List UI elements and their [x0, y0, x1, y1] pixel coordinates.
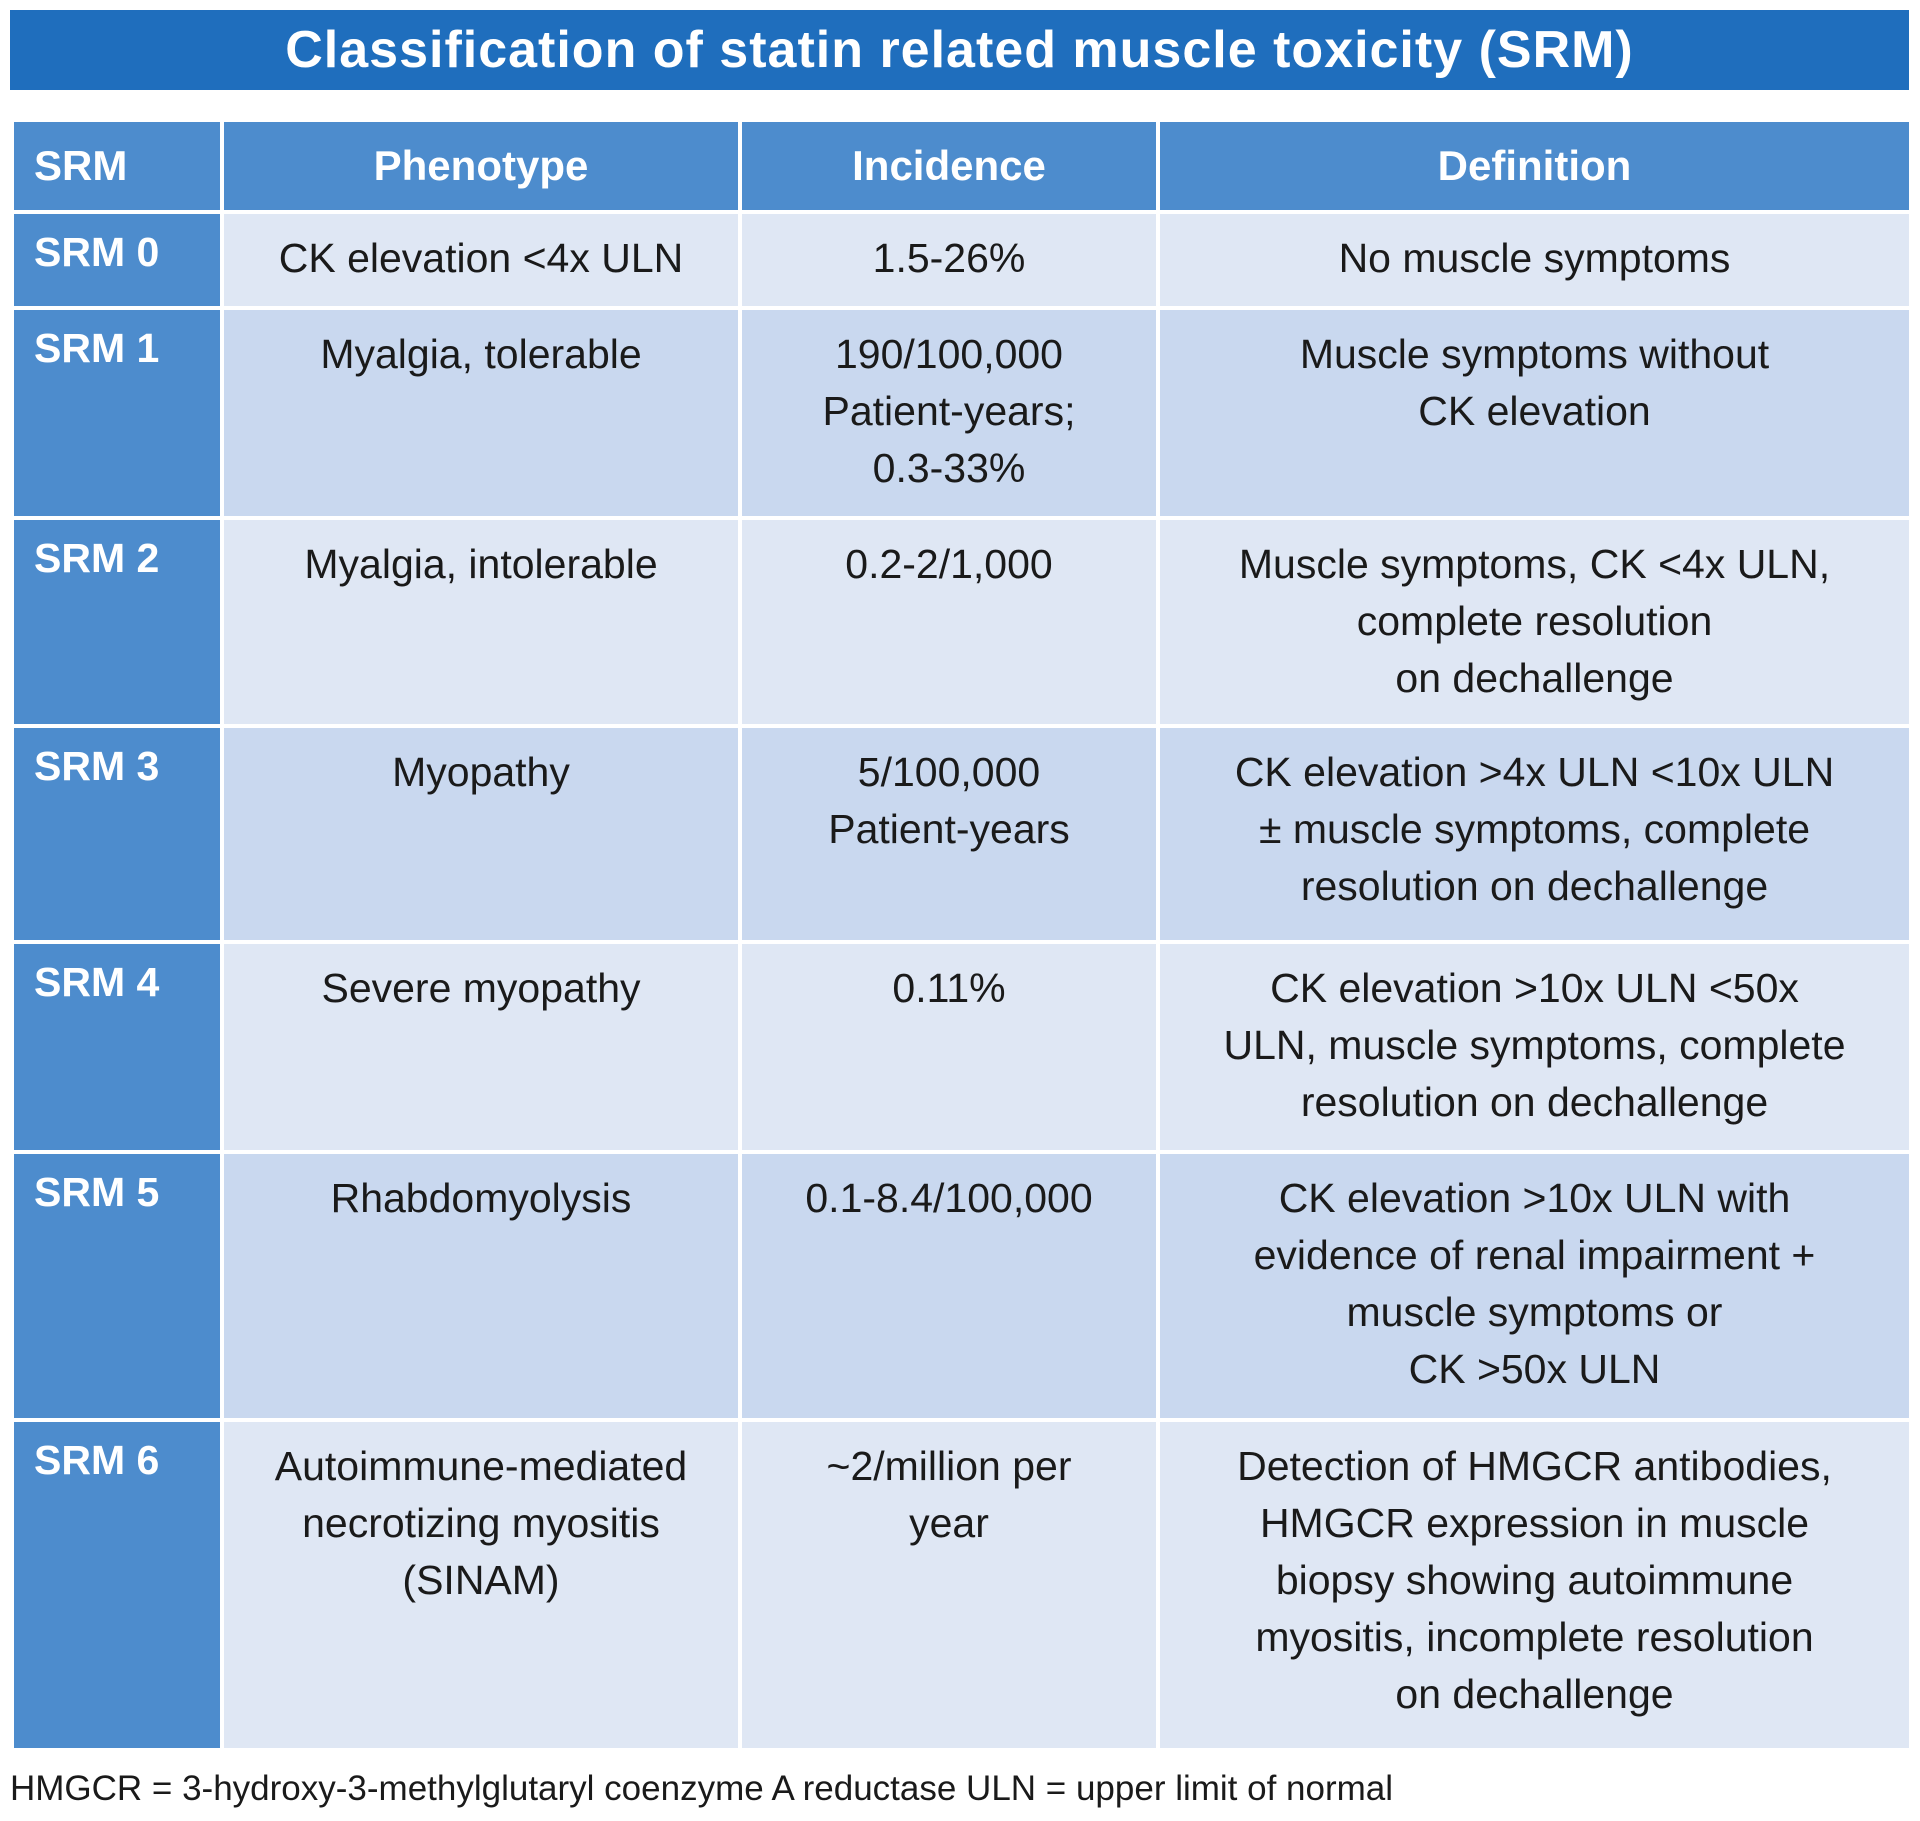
- table-row: SRM 3 Myopathy 5/100,000 Patient-years CK el…: [10, 724, 1913, 944]
- definition-text-line: CK >50x ULN: [1408, 1346, 1661, 1392]
- table-row: SRM 0 CK elevation <4x ULN 1.5-26% No muscl…: [10, 210, 1913, 310]
- table-row: SRM 4 Severe myopathy 0.11% CK elevation >1…: [10, 940, 1913, 1154]
- incidence-text-line: 1.5-26%: [872, 235, 1026, 281]
- definition-text-line: HMGCR expression in muscle: [1259, 1500, 1810, 1546]
- srm-grade-cell: SRM 4: [10, 940, 224, 1154]
- srm-grade-cell: SRM 5: [10, 1150, 224, 1422]
- incidence-text-line: 5/100,000: [857, 749, 1041, 795]
- column-header-incidence: Incidence: [738, 118, 1160, 214]
- table-title: Classification of statin related muscle …: [10, 10, 1909, 90]
- phenotype-cell: Myalgia, intolerable: [220, 516, 742, 728]
- incidence-text-line: 190/100,000: [834, 331, 1063, 377]
- definition-cell: Muscle symptoms, CK <4x ULN, complete res…: [1156, 516, 1913, 728]
- phenotype-text-line: (SINAM): [402, 1557, 560, 1603]
- definition-text-line: evidence of renal impairment +: [1253, 1232, 1816, 1278]
- definition-text-line: CK elevation >10x ULN <50x: [1270, 965, 1799, 1011]
- column-header-srm: SRM: [10, 118, 224, 214]
- definition-cell: CK elevation >10x ULN with evidence of re…: [1156, 1150, 1913, 1422]
- definition-text-line: on dechallenge: [1395, 655, 1674, 701]
- table-row: SRM 2 Myalgia, intolerable 0.2-2/1,000 Musc…: [10, 516, 1913, 728]
- srm-grade-cell: SRM 1: [10, 306, 224, 520]
- definition-cell: Muscle symptoms without CK elevation: [1156, 306, 1913, 520]
- phenotype-text-line: necrotizing myositis: [302, 1500, 660, 1546]
- incidence-cell: 0.1-8.4/100,000: [738, 1150, 1160, 1422]
- definition-text-line: CK elevation >10x ULN with: [1278, 1175, 1791, 1221]
- incidence-text-line: 0.11%: [892, 965, 1006, 1011]
- incidence-text-line: Patient-years: [828, 806, 1070, 852]
- definition-text-line: myositis, incomplete resolution: [1255, 1614, 1814, 1660]
- definition-text-line: Muscle symptoms, CK <4x ULN,: [1238, 541, 1831, 587]
- definition-text-line: Detection of HMGCR antibodies,: [1237, 1443, 1832, 1489]
- srm-grade-cell: SRM 3: [10, 724, 224, 944]
- incidence-cell: 0.11%: [738, 940, 1160, 1154]
- column-header-phenotype: Phenotype: [220, 118, 742, 214]
- definition-text-line: on dechallenge: [1395, 1671, 1674, 1717]
- column-header-definition: Definition: [1156, 118, 1913, 214]
- definition-cell: CK elevation >10x ULN <50x ULN, muscle sy…: [1156, 940, 1913, 1154]
- definition-text-line: resolution on dechallenge: [1300, 863, 1769, 909]
- incidence-cell: ~2/million per year: [738, 1418, 1160, 1752]
- srm-grade-cell: SRM 0: [10, 210, 224, 310]
- definition-text-line: complete resolution: [1356, 598, 1713, 644]
- definition-text-line: No muscle symptoms: [1338, 235, 1731, 281]
- table-row: SRM 5 Rhabdomyolysis 0.1-8.4/100,000 CK ele…: [10, 1150, 1913, 1422]
- definition-cell: CK elevation >4x ULN <10x ULN ± muscle sy…: [1156, 724, 1913, 944]
- definition-text-line: biopsy showing autoimmune: [1275, 1557, 1794, 1603]
- incidence-text-line: 0.1-8.4/100,000: [805, 1175, 1093, 1221]
- srm-grade-cell: SRM 2: [10, 516, 224, 728]
- footnote: HMGCR = 3-hydroxy-3-methylglutaryl coenz…: [10, 1769, 1394, 1808]
- table-row: SRM 6 Autoimmune-mediated necrotizing myos…: [10, 1418, 1913, 1752]
- table-header-row: SRM Phenotype Incidence Definition: [10, 118, 1913, 214]
- definition-cell: No muscle symptoms: [1156, 210, 1913, 310]
- phenotype-cell: Autoimmune-mediated necrotizing myositis (…: [220, 1418, 742, 1752]
- incidence-text-line: 0.2-2/1,000: [845, 541, 1053, 587]
- phenotype-text-line: Myalgia, tolerable: [320, 331, 642, 377]
- phenotype-cell: Severe myopathy: [220, 940, 742, 1154]
- phenotype-text-line: Myopathy: [392, 749, 570, 795]
- incidence-cell: 5/100,000 Patient-years: [738, 724, 1160, 944]
- table-body: SRM 0 CK elevation <4x ULN 1.5-26% No muscl…: [10, 210, 1913, 1752]
- incidence-cell: 0.2-2/1,000: [738, 516, 1160, 728]
- definition-text-line: CK elevation: [1418, 388, 1651, 434]
- incidence-cell: 1.5-26%: [738, 210, 1160, 310]
- phenotype-text-line: Rhabdomyolysis: [330, 1175, 632, 1221]
- incidence-text-line: ~2/million per: [826, 1443, 1072, 1489]
- srm-classification-table: SRM Phenotype Incidence Definition SRM 0…: [10, 118, 1913, 1752]
- incidence-text-line: 0.3-33%: [872, 445, 1026, 491]
- phenotype-cell: Myopathy: [220, 724, 742, 944]
- phenotype-cell: Rhabdomyolysis: [220, 1150, 742, 1422]
- phenotype-text-line: CK elevation <4x ULN: [278, 235, 684, 281]
- incidence-cell: 190/100,000 Patient-years; 0.3-33%: [738, 306, 1160, 520]
- definition-text-line: CK elevation >4x ULN <10x ULN: [1234, 749, 1835, 795]
- phenotype-text-line: Myalgia, intolerable: [304, 541, 658, 587]
- definition-text-line: resolution on dechallenge: [1300, 1079, 1769, 1125]
- definition-text-line: ULN, muscle symptoms, complete: [1223, 1022, 1846, 1068]
- table-row: SRM 1 Myalgia, tolerable 190/100,000 Patien…: [10, 306, 1913, 520]
- phenotype-cell: Myalgia, tolerable: [220, 306, 742, 520]
- phenotype-cell: CK elevation <4x ULN: [220, 210, 742, 310]
- phenotype-text-line: Autoimmune-mediated: [274, 1443, 688, 1489]
- definition-text-line: ± muscle symptoms, complete: [1258, 806, 1811, 852]
- incidence-text-line: Patient-years;: [822, 388, 1076, 434]
- definition-cell: Detection of HMGCR antibodies, HMGCR expr…: [1156, 1418, 1913, 1752]
- srm-grade-cell: SRM 6: [10, 1418, 224, 1752]
- definition-text-line: muscle symptoms or: [1346, 1289, 1723, 1335]
- incidence-text-line: year: [909, 1500, 989, 1546]
- phenotype-text-line: Severe myopathy: [321, 965, 641, 1011]
- definition-text-line: Muscle symptoms without: [1299, 331, 1770, 377]
